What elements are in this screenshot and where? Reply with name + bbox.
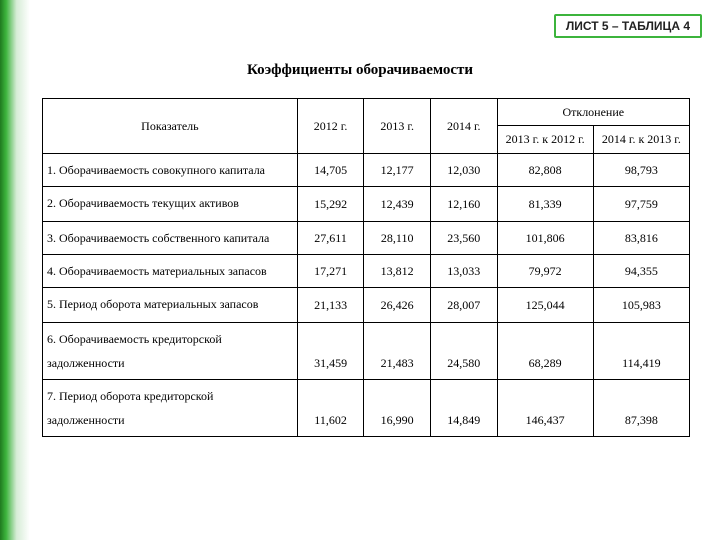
cell-indicator: 1. Оборачиваемость совокупного капитала <box>43 153 298 186</box>
cell-value: 14,849 <box>430 379 497 436</box>
cell-indicator: 7. Период оборота кредиторской задолженн… <box>43 379 298 436</box>
cell-indicator: 2. Оборачиваемость текущих активов <box>43 186 298 221</box>
turnover-table: Показатель 2012 г. 2013 г. 2014 г. Откло… <box>42 98 690 437</box>
cell-value: 146,437 <box>497 379 593 436</box>
cell-value: 87,398 <box>593 379 689 436</box>
table-row: 1. Оборачиваемость совокупного капитала1… <box>43 153 690 186</box>
cell-value: 125,044 <box>497 287 593 322</box>
cell-value: 105,983 <box>593 287 689 322</box>
cell-value: 83,816 <box>593 221 689 254</box>
table-row: 6. Оборачиваемость кредиторской задолжен… <box>43 322 690 379</box>
cell-value: 15,292 <box>297 186 364 221</box>
col-2012: 2012 г. <box>297 99 364 154</box>
cell-value: 31,459 <box>297 322 364 379</box>
sheet-label: ЛИСТ 5 – ТАБЛИЦА 4 <box>554 14 702 38</box>
cell-value: 11,602 <box>297 379 364 436</box>
cell-value: 26,426 <box>364 287 431 322</box>
col-dev-2014-2013: 2014 г. к 2013 г. <box>593 126 689 153</box>
col-deviation: Отклонение <box>497 99 689 126</box>
table-row: 3. Оборачиваемость собственного капитала… <box>43 221 690 254</box>
table-row: 5. Период оборота материальных запасов21… <box>43 287 690 322</box>
cell-value: 98,793 <box>593 153 689 186</box>
cell-value: 16,990 <box>364 379 431 436</box>
cell-value: 79,972 <box>497 254 593 287</box>
table-row: 4. Оборачиваемость материальных запасов1… <box>43 254 690 287</box>
cell-value: 24,580 <box>430 322 497 379</box>
cell-value: 23,560 <box>430 221 497 254</box>
cell-value: 94,355 <box>593 254 689 287</box>
cell-value: 14,705 <box>297 153 364 186</box>
side-gradient <box>0 0 30 540</box>
cell-value: 68,289 <box>497 322 593 379</box>
cell-value: 82,808 <box>497 153 593 186</box>
cell-indicator: 6. Оборачиваемость кредиторской задолжен… <box>43 322 298 379</box>
col-2014: 2014 г. <box>430 99 497 154</box>
col-dev-2013-2012: 2013 г. к 2012 г. <box>497 126 593 153</box>
col-indicator: Показатель <box>43 99 298 154</box>
cell-value: 12,030 <box>430 153 497 186</box>
cell-value: 12,439 <box>364 186 431 221</box>
cell-value: 13,812 <box>364 254 431 287</box>
cell-indicator: 5. Период оборота материальных запасов <box>43 287 298 322</box>
cell-value: 27,611 <box>297 221 364 254</box>
cell-value: 21,133 <box>297 287 364 322</box>
cell-value: 114,419 <box>593 322 689 379</box>
cell-value: 13,033 <box>430 254 497 287</box>
cell-indicator: 4. Оборачиваемость материальных запасов <box>43 254 298 287</box>
table-container: Показатель 2012 г. 2013 г. 2014 г. Откло… <box>42 98 690 437</box>
cell-value: 28,110 <box>364 221 431 254</box>
page-title: Коэффициенты оборачиваемости <box>0 62 720 79</box>
cell-value: 81,339 <box>497 186 593 221</box>
cell-value: 21,483 <box>364 322 431 379</box>
cell-value: 101,806 <box>497 221 593 254</box>
cell-value: 28,007 <box>430 287 497 322</box>
cell-indicator: 3. Оборачиваемость собственного капитала <box>43 221 298 254</box>
cell-value: 12,160 <box>430 186 497 221</box>
cell-value: 97,759 <box>593 186 689 221</box>
cell-value: 12,177 <box>364 153 431 186</box>
table-row: 2. Оборачиваемость текущих активов15,292… <box>43 186 690 221</box>
col-2013: 2013 г. <box>364 99 431 154</box>
cell-value: 17,271 <box>297 254 364 287</box>
table-row: 7. Период оборота кредиторской задолженн… <box>43 379 690 436</box>
